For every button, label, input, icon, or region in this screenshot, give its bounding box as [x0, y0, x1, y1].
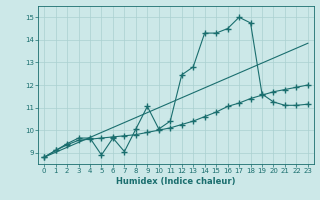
- X-axis label: Humidex (Indice chaleur): Humidex (Indice chaleur): [116, 177, 236, 186]
